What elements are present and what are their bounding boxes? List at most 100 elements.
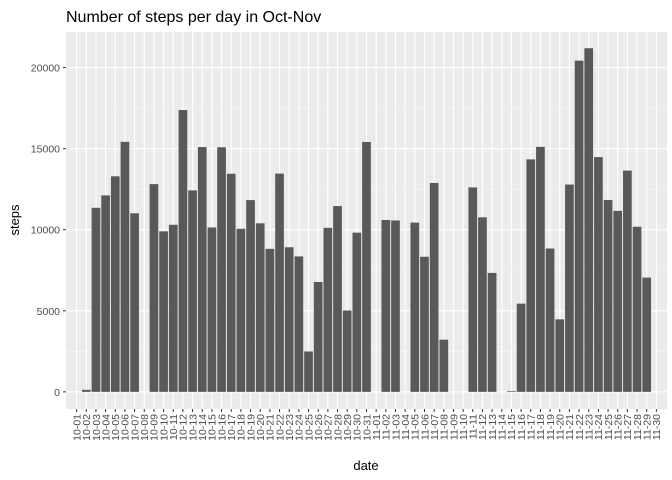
bar-10-23 (284, 247, 294, 392)
bar-10-15 (207, 227, 217, 392)
bar-10-31 (362, 141, 371, 392)
x-tick-label: 10-26 (313, 414, 325, 441)
bar-11-28 (632, 226, 642, 392)
x-tick-label: 11-14 (497, 414, 509, 440)
y-axis-title: steps (7, 204, 22, 236)
x-tick-label: 11-22 (574, 414, 586, 440)
bar-11-12 (478, 217, 487, 392)
x-tick-label: 10-08 (139, 414, 151, 441)
x-tick-label: 10-17 (226, 414, 238, 441)
x-tick-label: 11-13 (487, 414, 499, 440)
bar-10-26 (313, 281, 323, 392)
x-tick-label: 10-18 (236, 414, 248, 441)
x-tick-label: 11-23 (584, 414, 596, 440)
x-tick-label: 10-16 (216, 414, 228, 441)
bar-10-13 (188, 190, 197, 392)
x-tick-label: 11-06 (419, 414, 431, 440)
bar-11-06 (420, 256, 429, 392)
x-tick-label: 10-04 (100, 414, 112, 441)
bar-10-18 (236, 228, 246, 392)
x-tick-label: 11-21 (564, 414, 576, 440)
bar-10-20 (255, 223, 265, 392)
bar-10-04 (101, 195, 110, 392)
x-tick-label: 10-14 (197, 414, 209, 441)
y-tick-label: 5000 (37, 306, 61, 318)
x-tick-label: 10-06 (120, 414, 132, 441)
bar-10-16 (217, 147, 226, 392)
x-tick-label: 10-29 (342, 414, 354, 441)
bar-11-02 (381, 219, 391, 392)
bar-10-28 (333, 206, 342, 392)
bar-11-20 (555, 319, 565, 392)
bar-10-02 (81, 389, 91, 392)
bar-11-08 (439, 339, 449, 392)
x-tick-label: 11-25 (603, 414, 615, 440)
bar-11-15 (507, 391, 516, 392)
bar-10-24 (294, 256, 304, 392)
y-tick-label: 0 (54, 387, 60, 399)
x-tick-label: 10-20 (255, 414, 267, 441)
x-tick-label: 10-12 (178, 414, 190, 441)
x-tick-label: 10-15 (207, 414, 219, 441)
bar-11-22 (574, 60, 584, 392)
bar-10-07 (130, 213, 139, 392)
x-tick-label: 11-16 (516, 414, 528, 440)
x-tick-label: 10-21 (265, 414, 277, 441)
bar-11-16 (516, 303, 526, 392)
x-tick-label: 11-24 (593, 414, 605, 440)
bar-11-25 (603, 199, 613, 392)
bar-10-17 (226, 173, 236, 392)
bar-11-19 (545, 248, 555, 392)
bar-11-27 (623, 170, 632, 392)
x-tick-label: 11-08 (439, 414, 451, 440)
x-tick-label: 10-28 (332, 414, 344, 441)
bar-10-12 (178, 110, 188, 392)
bar-10-25 (304, 351, 313, 392)
x-tick-label: 10-31 (361, 414, 373, 441)
x-tick-label: 11-03 (390, 414, 402, 440)
x-tick-label: 11-07 (429, 414, 441, 440)
x-tick-label: 11-04 (400, 414, 412, 440)
y-tick-label: 10000 (31, 225, 60, 237)
bar-11-24 (594, 157, 603, 392)
x-tick-label: 11-17 (526, 414, 538, 440)
x-axis: 10-0110-0210-0310-0410-0510-0610-0710-08… (71, 409, 663, 441)
bar-11-17 (526, 159, 536, 392)
x-tick-label: 10-11 (168, 414, 180, 440)
bar-10-10 (159, 231, 168, 392)
x-tick-label: 10-03 (91, 414, 103, 441)
x-tick-label: 10-09 (149, 414, 161, 441)
x-tick-label: 11-20 (555, 414, 567, 440)
x-tick-label: 10-07 (129, 414, 141, 441)
x-tick-label: 11-30 (651, 414, 663, 440)
x-tick-label: 10-05 (110, 414, 122, 441)
x-tick-label: 10-25 (303, 414, 315, 441)
bar-11-21 (565, 184, 574, 392)
x-tick-label: 11-26 (613, 414, 625, 440)
bar-10-06 (120, 141, 130, 392)
bar-10-05 (110, 176, 120, 392)
bar-11-07 (429, 182, 439, 392)
y-tick-label: 15000 (31, 144, 60, 156)
bar-11-26 (613, 210, 623, 392)
x-tick-label: 11-19 (545, 414, 557, 440)
x-tick-label: 10-10 (158, 414, 170, 441)
bar-10-30 (352, 232, 362, 392)
x-tick-label: 10-02 (81, 414, 93, 441)
x-tick-label: 11-02 (381, 414, 393, 440)
bar-10-22 (275, 173, 284, 392)
bars (81, 48, 652, 392)
bar-11-18 (536, 146, 545, 392)
bar-10-03 (91, 207, 101, 392)
x-tick-label: 10-19 (245, 414, 257, 441)
x-tick-label: 11-11 (468, 414, 480, 439)
x-tick-label: 11-29 (642, 414, 654, 440)
bar-10-27 (323, 227, 333, 392)
x-tick-label: 11-27 (622, 414, 634, 440)
bar-10-11 (168, 224, 178, 392)
x-tick-label: 11-05 (410, 414, 422, 440)
bar-11-05 (410, 222, 420, 392)
x-tick-label: 11-15 (506, 414, 518, 440)
x-tick-label: 11-18 (535, 414, 547, 440)
